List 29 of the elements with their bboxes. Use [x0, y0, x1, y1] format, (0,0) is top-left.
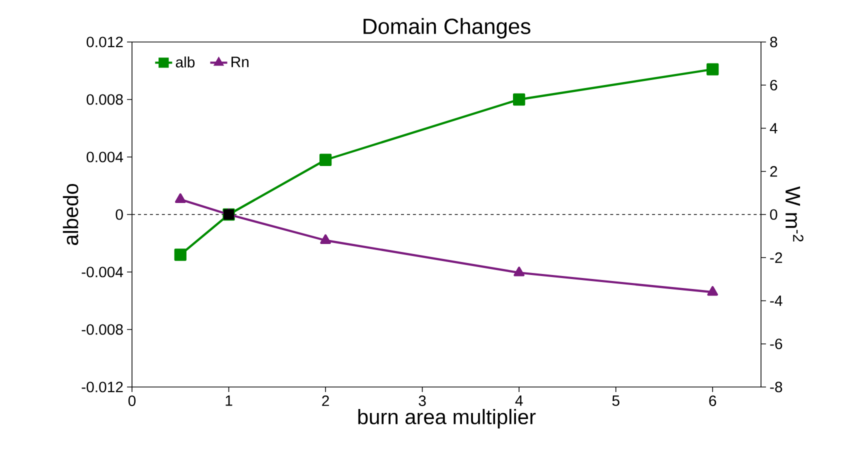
y2-tick-label: -8 — [770, 382, 782, 392]
y2-tick-label: -2 — [770, 252, 782, 263]
x-tick-label: 4 — [515, 396, 523, 406]
y-tick-label: -0.008 — [82, 324, 123, 335]
legend-label: Rn — [232, 56, 248, 68]
x-tick-label: 2 — [322, 396, 329, 406]
x-tick-label: 1 — [226, 396, 232, 406]
x-tick-label: 5 — [612, 396, 620, 406]
y2-tick-label: 8 — [770, 36, 778, 48]
y2-tick-label: -4 — [770, 296, 782, 306]
x-tick-label: 0 — [128, 396, 136, 406]
y2-tick-label: 4 — [770, 123, 778, 134]
x-tick-label: 6 — [709, 396, 716, 406]
y-tick-label: 0.008 — [86, 94, 123, 105]
y2-tick-label: -6 — [770, 338, 782, 350]
y-axis-title: albedo — [62, 184, 78, 246]
legend-label: alb — [176, 56, 195, 68]
y2-tick-label: 0 — [770, 209, 778, 220]
y-tick-label: -0.004 — [82, 266, 124, 278]
chart-title: Domain Changes — [364, 18, 530, 38]
y-tick-label: 0.004 — [86, 152, 124, 162]
y2-tick-label: 6 — [770, 80, 778, 90]
y-tick-label: -0.012 — [82, 382, 123, 392]
y-tick-label: 0 — [116, 209, 123, 220]
x-tick-label: 3 — [418, 396, 426, 406]
y2-tick-label: 2 — [770, 166, 778, 177]
y2-axis-title: W m$^{-2}$ — [786, 186, 804, 242]
y-tick-label: 0.012 — [86, 36, 123, 48]
x-axis-title: burn area multiplier — [358, 408, 536, 428]
